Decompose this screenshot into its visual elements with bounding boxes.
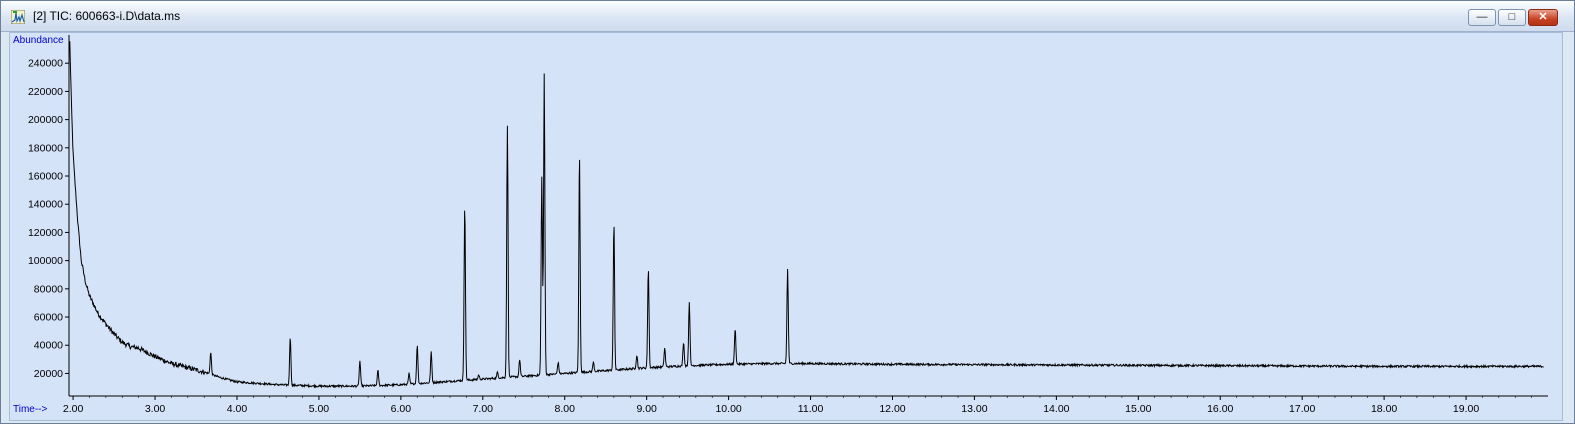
peak-apex-point — [288, 335, 292, 339]
x-tick-label: 2.00 — [63, 403, 84, 415]
chromatogram-app-icon — [11, 10, 25, 24]
minimize-button[interactable]: — — [1468, 9, 1496, 26]
y-tick-label: 40000 — [34, 340, 63, 352]
window-title: [2] TIC: 600663-i.D\data.ms — [33, 9, 181, 23]
x-tick-label: 18.00 — [1371, 403, 1397, 415]
y-tick-label: 100000 — [28, 255, 63, 267]
peak-apex-point — [463, 202, 467, 206]
minimize-icon: — — [1476, 11, 1488, 23]
peak-apex-point — [612, 221, 616, 225]
y-tick-label: 160000 — [28, 171, 63, 183]
x-tick-label: 10.00 — [715, 403, 741, 415]
y-tick-label: 80000 — [34, 283, 63, 295]
maximize-icon: □ — [1508, 11, 1516, 23]
maximize-button[interactable]: □ — [1498, 9, 1526, 26]
tic-chromatogram-chart[interactable]: 2.00 3.00 4.00 5.00 6.00 7.00 8.00 9.00 10.00 11.… — [10, 33, 1562, 420]
x-tick-label: 8.00 — [555, 403, 576, 415]
peak-apex-point — [646, 266, 650, 270]
tic-trace-line — [69, 41, 1544, 389]
close-button[interactable]: ✕ — [1528, 9, 1558, 26]
y-tick-label: 180000 — [28, 142, 63, 154]
x-tick-label: 14.00 — [1043, 403, 1069, 415]
x-tick-label: 13.00 — [961, 403, 987, 415]
y-tick-label: 220000 — [28, 86, 63, 98]
x-tick-label: 12.00 — [879, 403, 905, 415]
close-icon: ✕ — [1538, 11, 1548, 23]
y-tick-label: 120000 — [28, 227, 63, 239]
x-tick-label: 17.00 — [1289, 403, 1315, 415]
y-tick-label: 60000 — [34, 312, 63, 324]
x-tick-label: 11.00 — [798, 403, 824, 415]
peak-apex-point — [577, 151, 581, 155]
x-tick-label: 6.00 — [391, 403, 412, 415]
y-axis-label: Abundance — [13, 35, 64, 46]
x-tick-label: 9.00 — [636, 403, 657, 415]
plot-area: 2.00 3.00 4.00 5.00 6.00 7.00 8.00 9.00 10.00 11.… — [9, 32, 1563, 421]
x-tick-label: 3.00 — [145, 403, 166, 415]
x-tick-label: 7.00 — [473, 403, 494, 415]
x-tick-label: 15.00 — [1125, 403, 1151, 415]
y-tick-label: 240000 — [28, 58, 63, 70]
x-tick-label: 5.00 — [309, 403, 330, 415]
y-tick-label: 140000 — [28, 199, 63, 211]
x-tick-label: 4.00 — [227, 403, 248, 415]
title-bar[interactable]: [2] TIC: 600663-i.D\data.ms — □ ✕ — [1, 1, 1574, 32]
peak-apex-point — [733, 326, 737, 330]
y-tick-label: 20000 — [34, 368, 63, 380]
x-axis-label: Time--> — [13, 404, 48, 415]
x-tick-label: 19.00 — [1453, 403, 1479, 415]
x-tick-label: 16.00 — [1207, 403, 1233, 415]
y-tick-label: 200000 — [28, 114, 63, 126]
